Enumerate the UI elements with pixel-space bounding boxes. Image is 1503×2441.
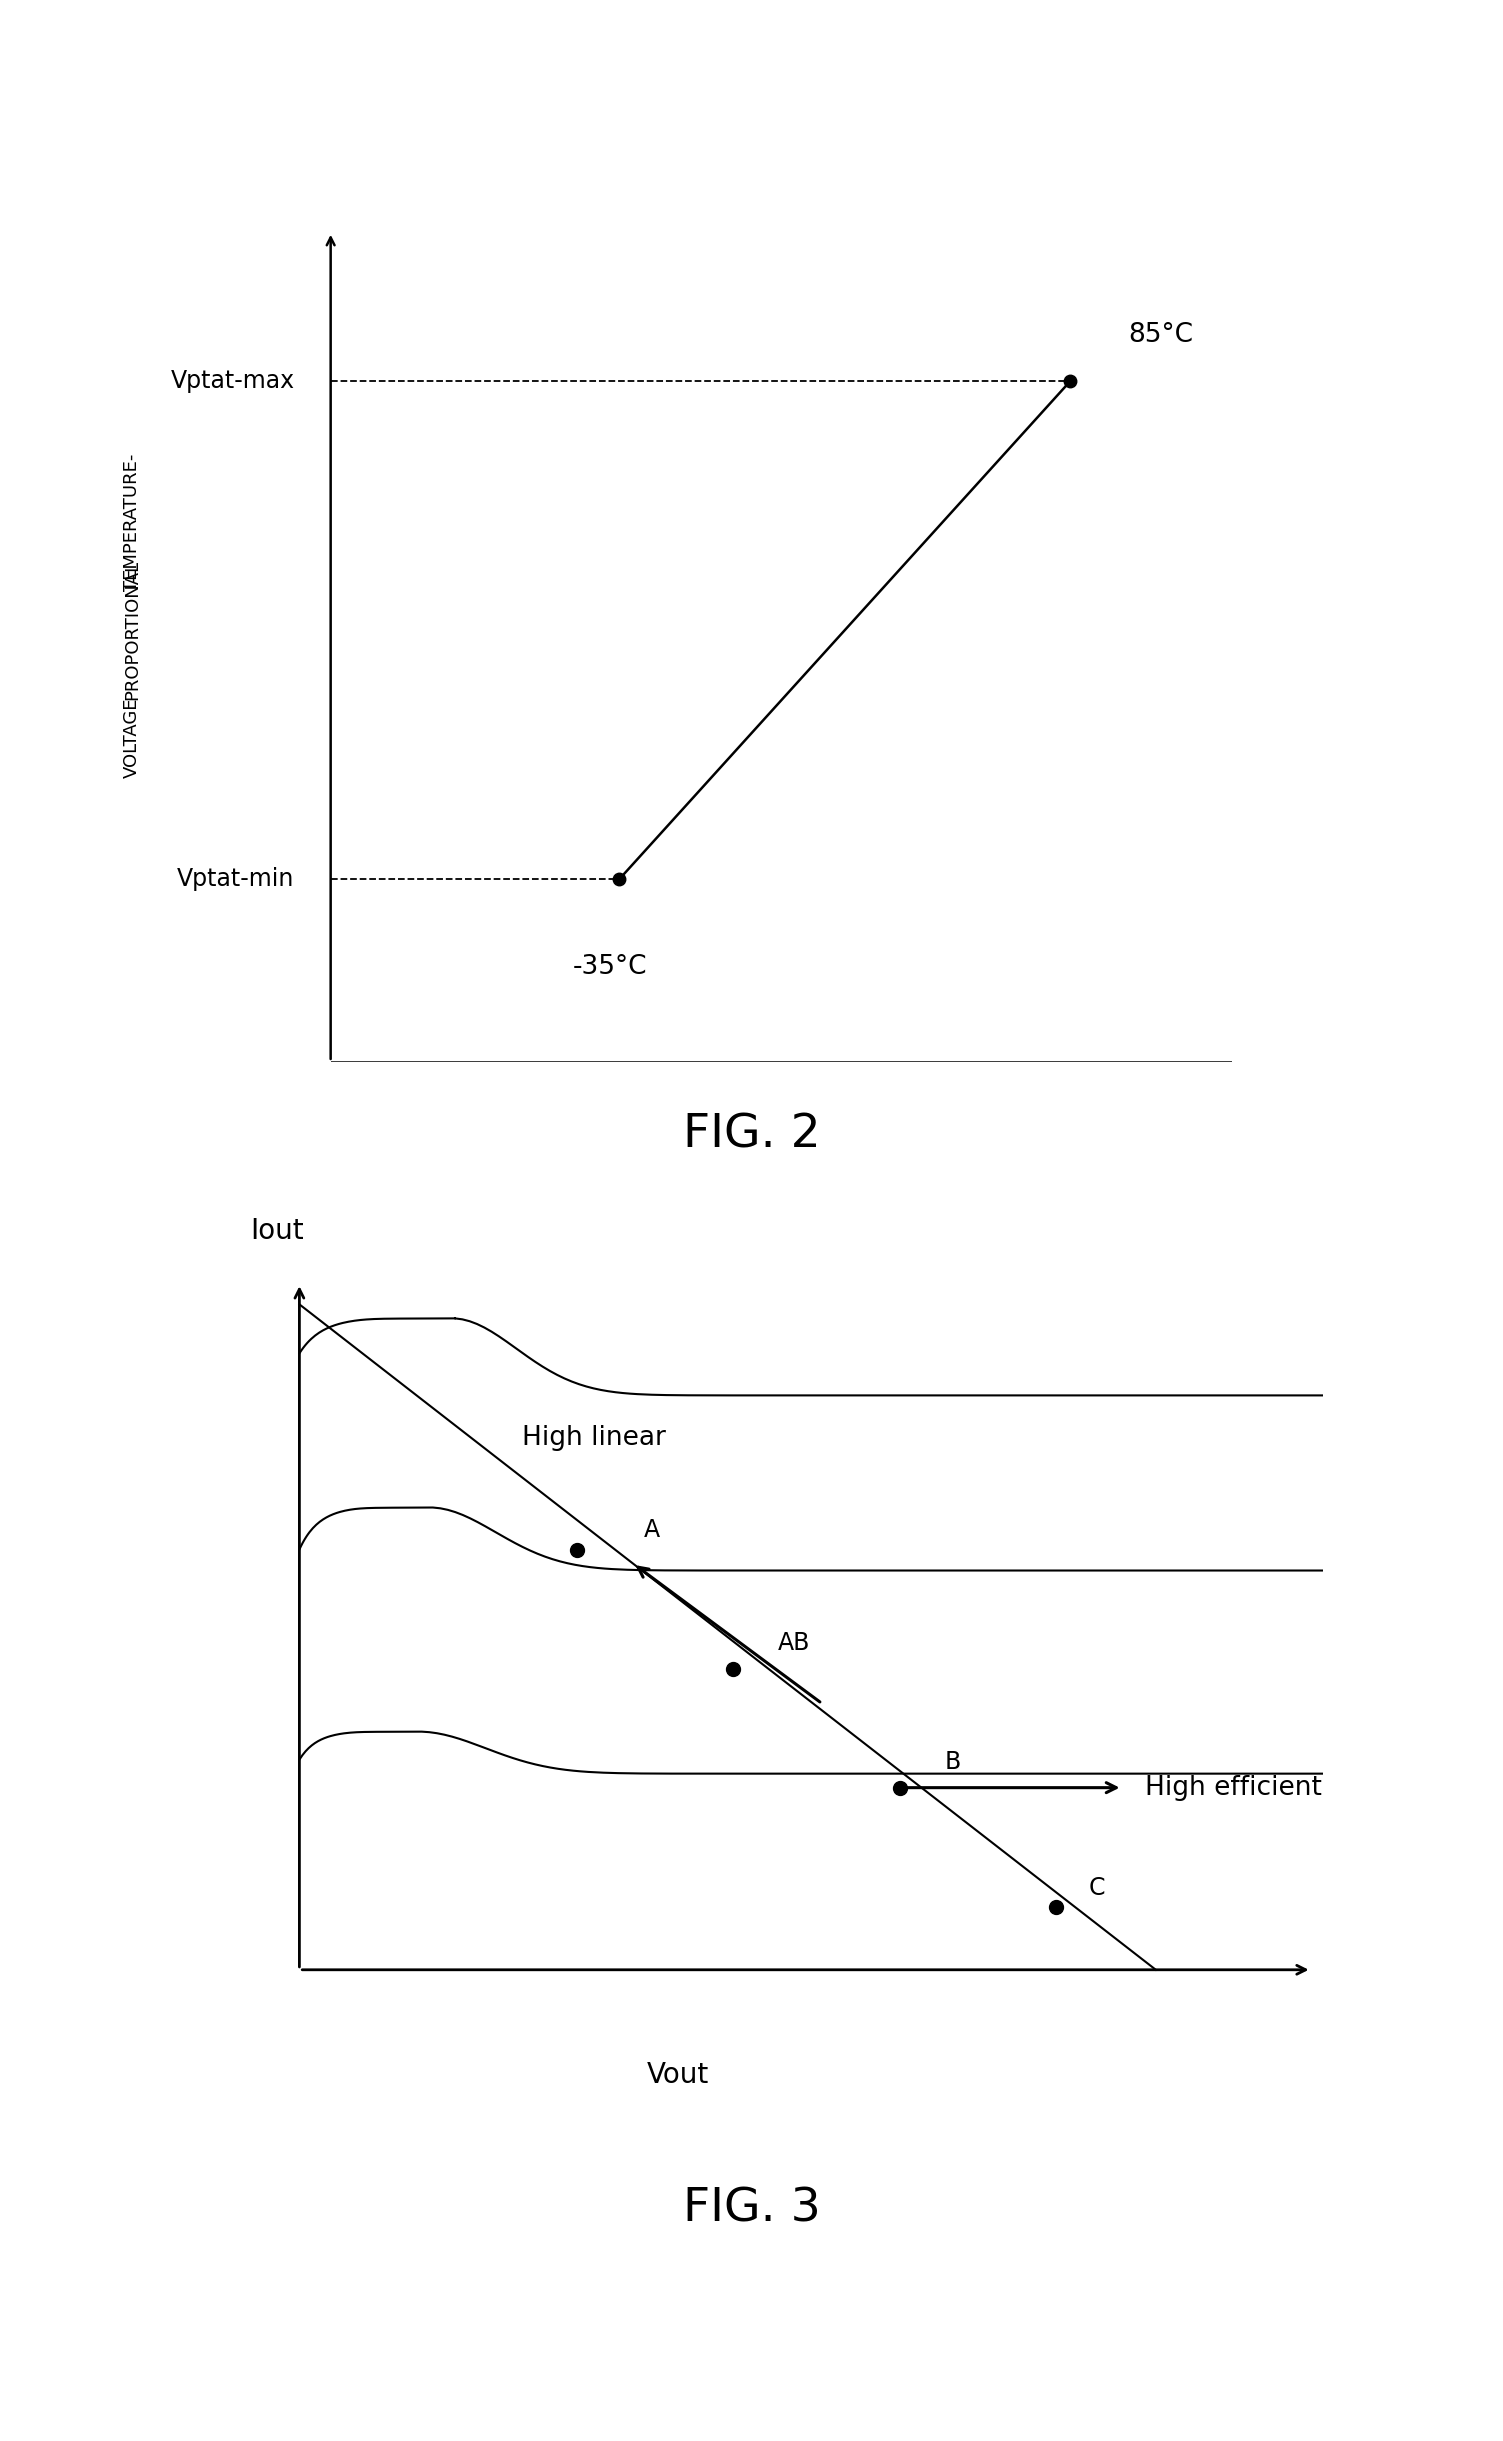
Text: PROPORTIONAL: PROPORTIONAL — [123, 559, 141, 701]
Text: VOLTAGE: VOLTAGE — [123, 698, 141, 779]
Text: Vptat-min: Vptat-min — [177, 867, 295, 891]
Text: Vout: Vout — [646, 2060, 709, 2089]
Text: Vptat-max: Vptat-max — [170, 369, 295, 393]
Text: AB: AB — [777, 1631, 810, 1655]
Text: TEMPERATURE-: TEMPERATURE- — [123, 454, 141, 591]
Text: FIG. 3: FIG. 3 — [682, 2187, 821, 2231]
Text: A: A — [645, 1518, 660, 1543]
Text: High linear: High linear — [522, 1426, 666, 1452]
Text: C: C — [1090, 1875, 1106, 1899]
Text: High efficient: High efficient — [1145, 1775, 1321, 1801]
Text: -35°C: -35°C — [573, 954, 648, 979]
Text: Iout: Iout — [251, 1218, 304, 1245]
Text: FIG. 2: FIG. 2 — [682, 1113, 821, 1157]
Text: 85°C: 85°C — [1127, 322, 1193, 349]
Text: B: B — [944, 1750, 960, 1775]
